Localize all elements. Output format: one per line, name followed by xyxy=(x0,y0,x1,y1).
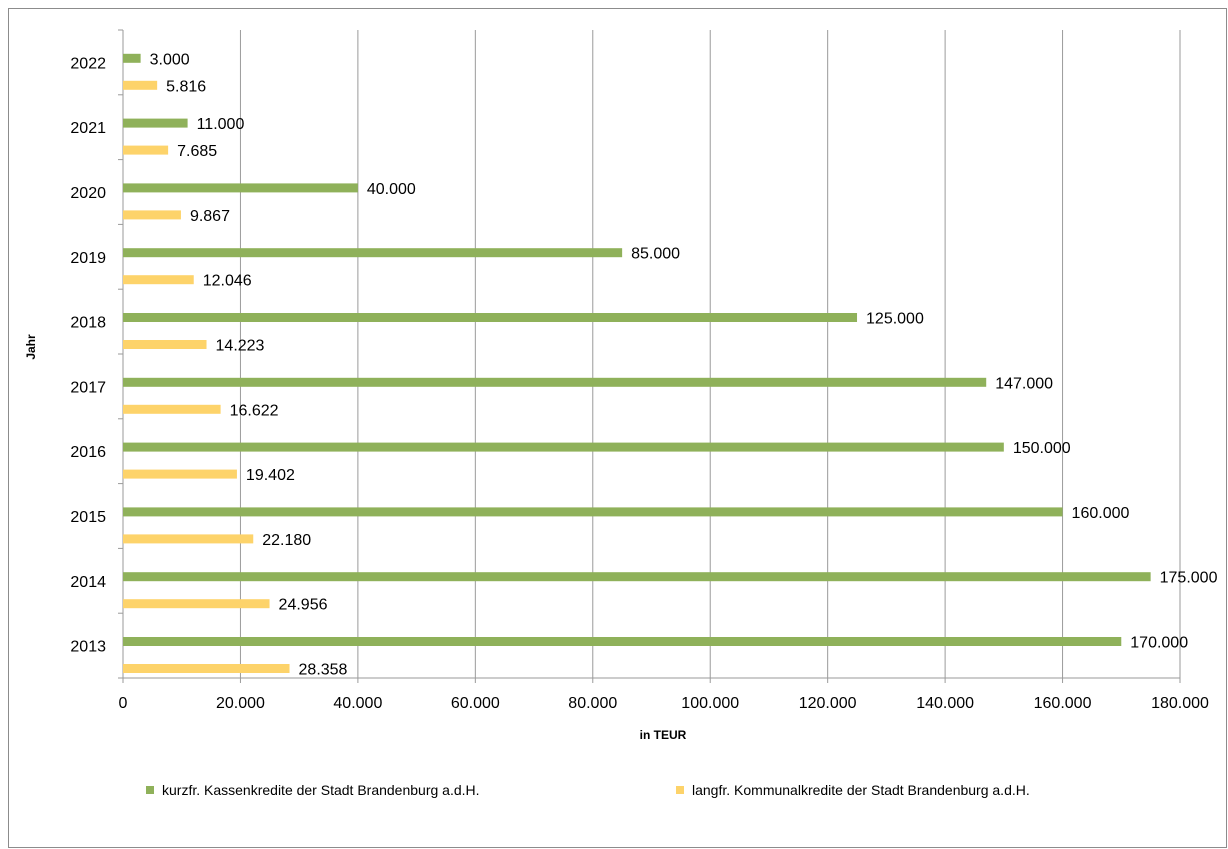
bar xyxy=(123,118,188,128)
data-label: 160.000 xyxy=(1072,505,1130,522)
x-tick-label: 160.000 xyxy=(1034,695,1092,712)
y-tick-label: 2022 xyxy=(70,55,106,72)
bar xyxy=(123,442,1004,452)
y-tick-label: 2018 xyxy=(70,315,106,332)
x-tick-label: 60.000 xyxy=(451,695,500,712)
bar xyxy=(123,664,290,673)
bar xyxy=(123,599,270,609)
bar xyxy=(123,572,1151,582)
bar xyxy=(123,248,623,258)
bar xyxy=(123,313,858,322)
legend-swatch-long-term xyxy=(676,786,684,794)
x-tick-label: 80.000 xyxy=(568,695,617,712)
bar xyxy=(123,469,237,479)
x-tick-label: 100.000 xyxy=(681,695,739,712)
y-tick-label: 2021 xyxy=(70,120,106,137)
axes: 0 20.000 40.000 60.000 80.000 100.000 120.000 1… xyxy=(70,29,1209,712)
bar xyxy=(123,534,254,544)
chart-frame xyxy=(8,8,1227,848)
y-tick-label: 2014 xyxy=(70,574,106,591)
data-label: 9.867 xyxy=(190,208,230,225)
bar xyxy=(123,53,141,63)
legend: kurzfr. Kassenkredite der Stadt Brandenb… xyxy=(0,782,1228,802)
legend-swatch-short-term xyxy=(146,786,154,794)
y-tick-label: 2020 xyxy=(70,185,106,202)
legend-item-short-term: kurzfr. Kassenkredite der Stadt Brandenb… xyxy=(146,782,480,798)
data-label: 175.000 xyxy=(1160,570,1218,587)
data-label: 5.816 xyxy=(166,78,206,95)
bar xyxy=(123,145,169,155)
bar xyxy=(123,183,358,193)
x-tick-label: 120.000 xyxy=(799,695,857,712)
x-tick-label: 20.000 xyxy=(216,695,265,712)
y-tick-label: 2016 xyxy=(70,444,106,461)
x-tick-label: 40.000 xyxy=(333,695,382,712)
data-labels: 3.000 5.816 11.000 7.685 40.000 9.867 85.000 12… xyxy=(150,51,1218,678)
x-axis-title: in TEUR xyxy=(640,728,687,742)
data-label: 22.180 xyxy=(262,532,311,549)
bar xyxy=(123,404,221,414)
data-label: 24.956 xyxy=(279,597,328,614)
data-label: 147.000 xyxy=(995,375,1053,392)
data-label: 16.622 xyxy=(230,402,279,419)
data-label: 19.402 xyxy=(246,467,295,484)
bars xyxy=(123,53,1151,673)
data-label: 125.000 xyxy=(866,311,924,328)
data-label: 14.223 xyxy=(216,338,265,355)
x-tick-label: 140.000 xyxy=(916,695,974,712)
bar xyxy=(123,507,1063,517)
gridlines xyxy=(239,30,1181,678)
y-tick-label: 2017 xyxy=(70,379,106,396)
legend-item-long-term: langfr. Kommunalkredite der Stadt Brande… xyxy=(676,782,1030,798)
y-tick-label: 2015 xyxy=(70,509,106,526)
data-label: 12.046 xyxy=(203,273,252,290)
bar xyxy=(123,210,181,220)
x-tick-label: 0 xyxy=(119,695,128,712)
bar xyxy=(123,377,987,387)
data-label: 11.000 xyxy=(197,116,245,133)
legend-label-short-term: kurzfr. Kassenkredite der Stadt Brandenb… xyxy=(162,782,480,798)
y-tick-label: 2013 xyxy=(70,639,106,656)
x-tick-label: 180.000 xyxy=(1151,695,1209,712)
data-label: 170.000 xyxy=(1130,635,1188,652)
data-label: 85.000 xyxy=(631,246,680,263)
data-label: 40.000 xyxy=(367,181,416,198)
bar xyxy=(123,637,1122,646)
data-label: 3.000 xyxy=(150,51,190,68)
bar xyxy=(123,275,194,285)
bar xyxy=(123,80,158,90)
data-label: 28.358 xyxy=(299,662,348,679)
data-label: 150.000 xyxy=(1013,440,1071,457)
data-label: 7.685 xyxy=(177,143,217,160)
bar xyxy=(123,340,207,349)
y-tick-label: 2019 xyxy=(70,250,106,267)
legend-label-long-term: langfr. Kommunalkredite der Stadt Brande… xyxy=(692,782,1030,798)
y-axis-title: Jahr xyxy=(24,334,38,360)
